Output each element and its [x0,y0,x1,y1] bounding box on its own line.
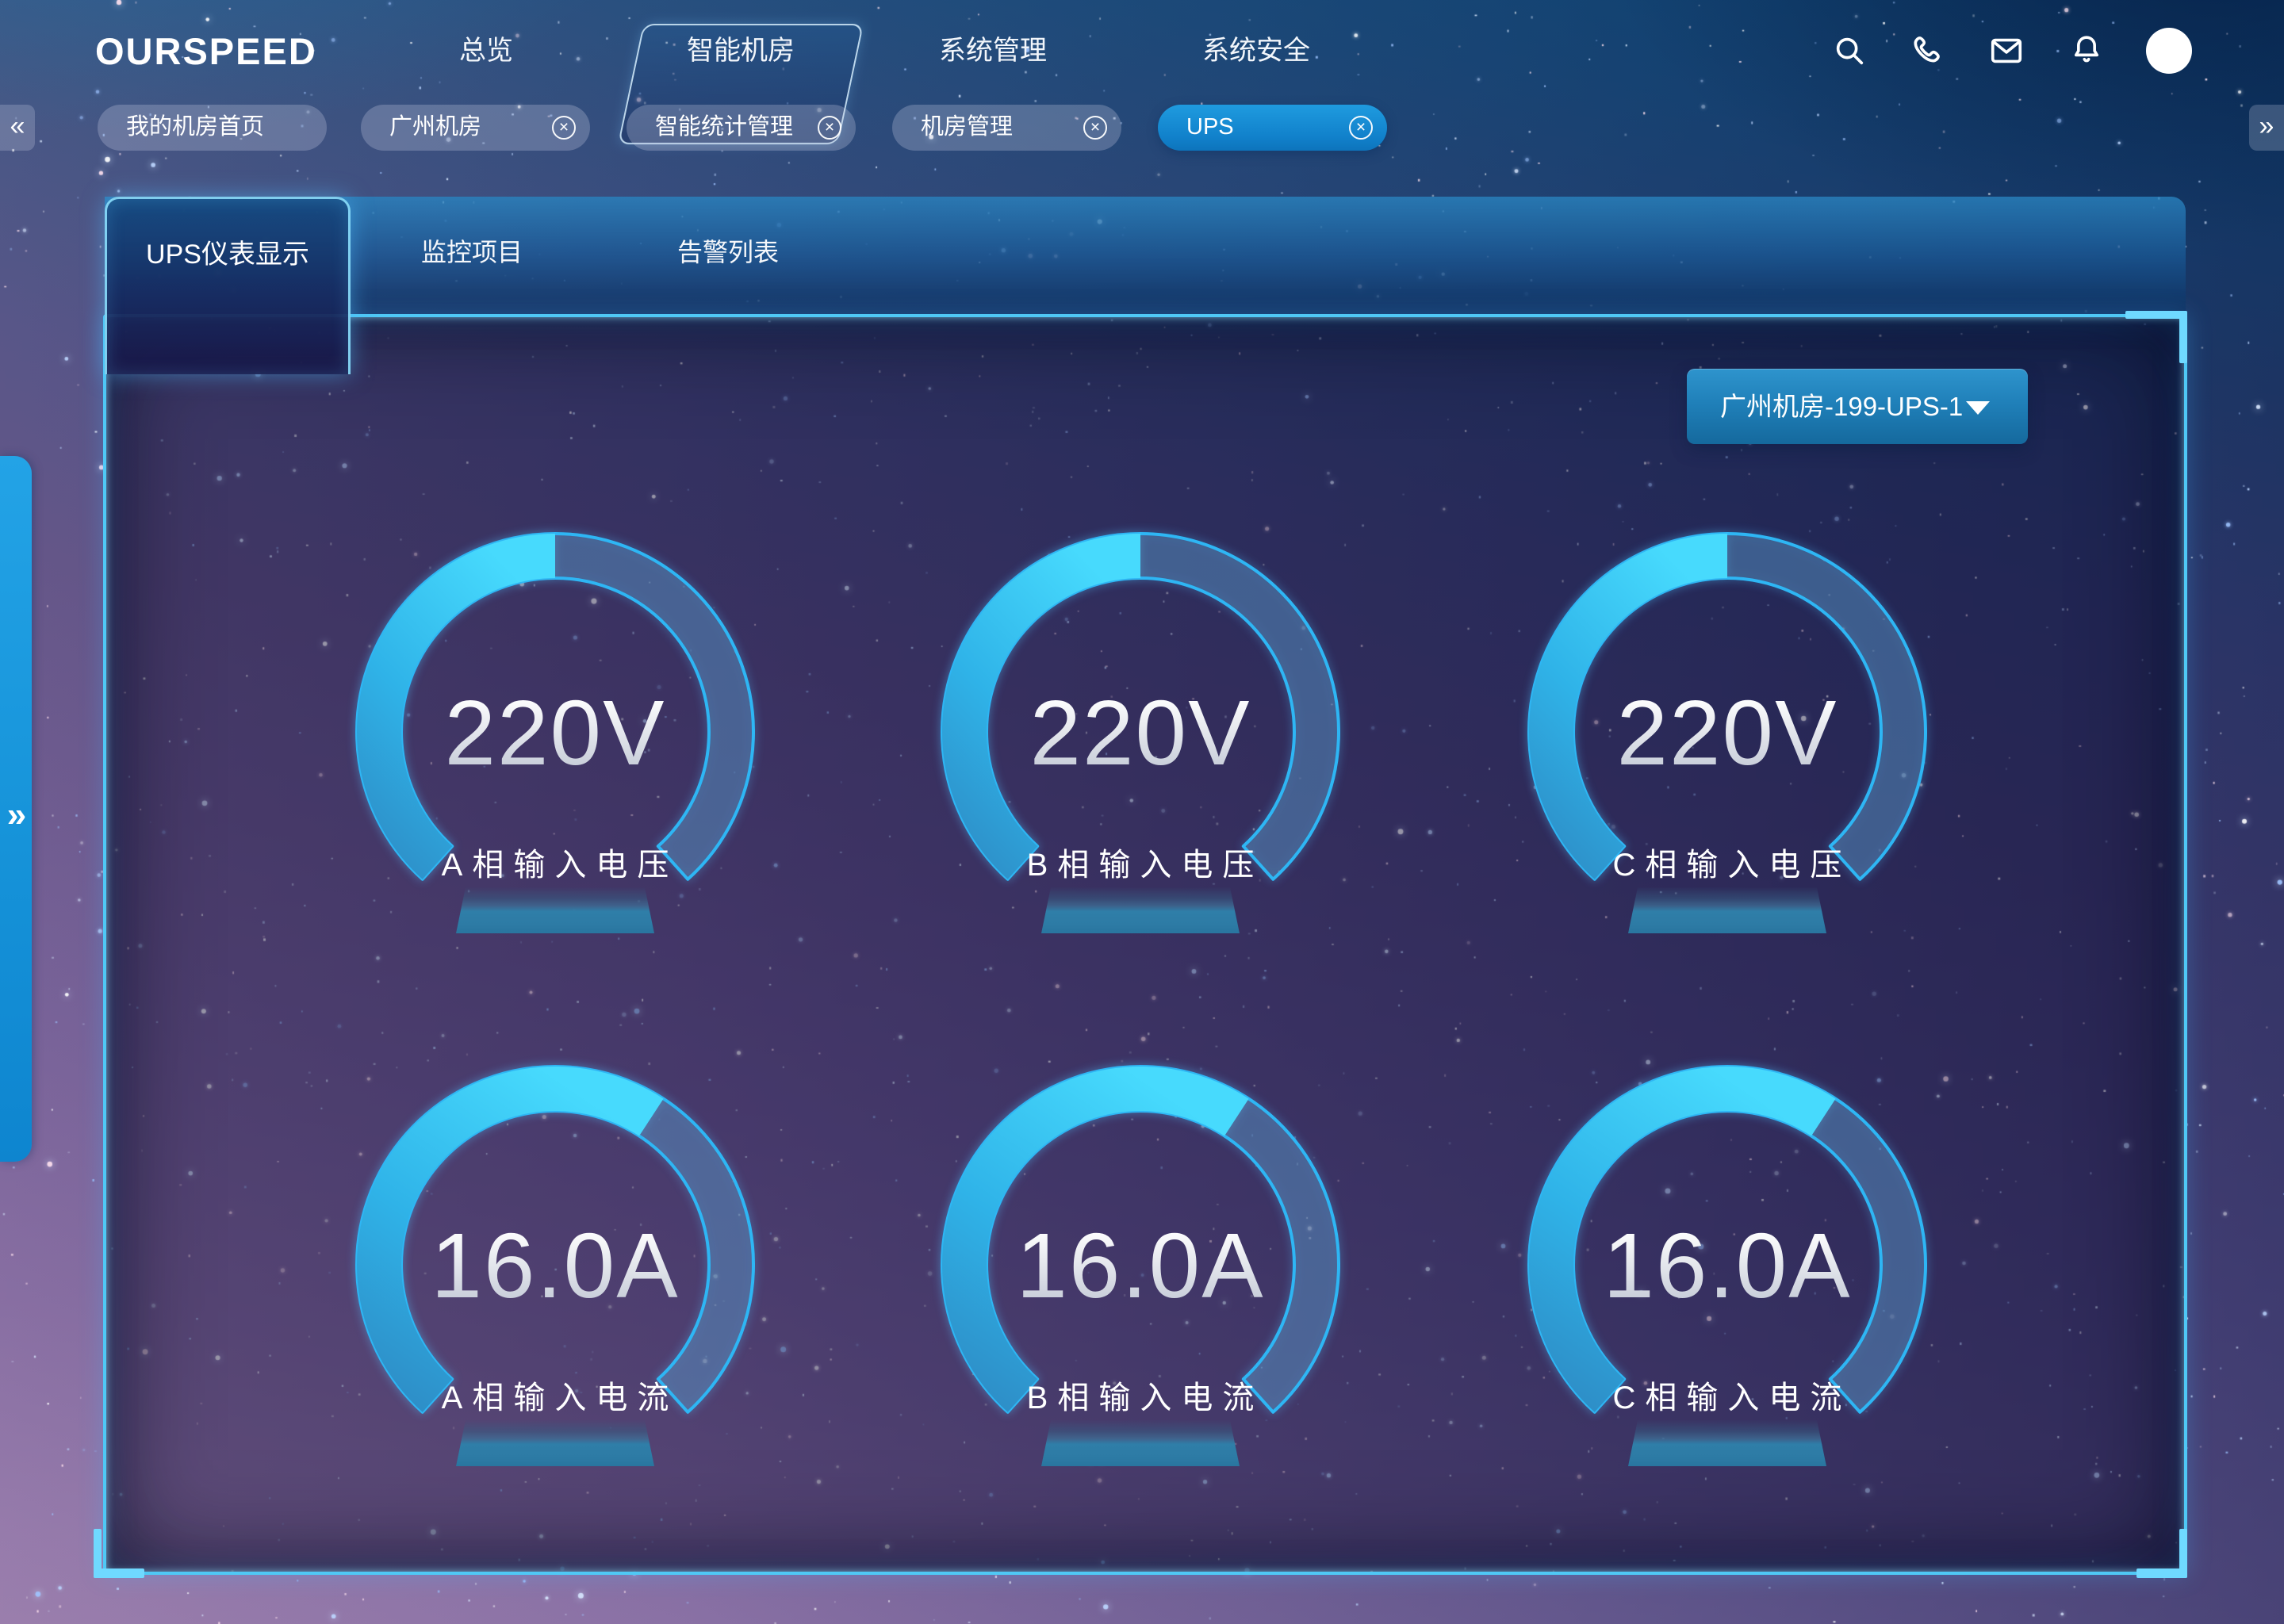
chevron-right-icon: » [6,795,27,834]
gauge-arc [941,1065,1340,1414]
nav-item-system-security[interactable]: 系统安全 [1202,36,1310,66]
panel-corner-accent [94,1568,144,1578]
close-icon[interactable]: × [1083,116,1107,140]
gauge-label: A相输入电流 [441,1381,679,1415]
panel-corner-accent [2179,1529,2187,1578]
tag-label: 广州机房 [389,114,482,140]
device-selector-value: 广州机房-199-UPS-1 [1720,392,1964,421]
gauge-arc [941,532,1340,881]
gauge-value: 220V [333,681,777,784]
tag-label: 智能统计管理 [655,114,794,140]
tab-alarm-list[interactable]: 告警列表 [676,238,780,266]
gauge-pedestal [1041,1420,1240,1466]
left-drawer-handle[interactable]: » [0,456,32,1162]
gauge-phase-a-input-current: 16.0A A相输入电流 [333,1059,777,1566]
gauge-arc [1527,1065,1927,1414]
gauge-pedestal [1628,887,1826,933]
tab-strip [105,197,2186,317]
gauge-pedestal [456,1420,654,1466]
panel-corner-accent [2179,311,2187,363]
gauge-phase-b-input-current: 16.0A B相输入电流 [918,1059,1362,1566]
gauge-value: 16.0A [918,1214,1362,1317]
gauge-arc [355,1065,755,1414]
gauge-value: 16.0A [333,1214,777,1317]
tag-label: 机房管理 [921,114,1014,140]
gauge-arc [1527,532,1927,881]
gauge-phase-c-input-current: 16.0A C相输入电流 [1505,1059,1949,1566]
gauge-value: 220V [1505,681,1949,784]
close-icon[interactable]: × [552,116,576,140]
gauge-pedestal [1041,887,1240,933]
panel-corner-accent [2136,1568,2187,1578]
gauge-phase-b-input-voltage: 220V B相输入电压 [918,526,1362,1033]
tag-guangzhou-room[interactable]: 广州机房 × [361,105,590,151]
gauge-phase-c-input-voltage: 220V C相输入电压 [1505,526,1949,1033]
close-icon[interactable]: × [818,116,841,140]
chevron-down-icon [1966,401,1990,415]
close-icon[interactable]: × [1349,116,1373,140]
gauge-pedestal [456,887,654,933]
gauge-value: 220V [918,681,1362,784]
gauge-label: A相输入电压 [441,848,679,883]
search-icon[interactable] [1831,33,1868,69]
gauge-arc [355,532,755,881]
gauge-value: 16.0A [1505,1214,1949,1317]
tag-ups-active[interactable]: UPS × [1158,105,1387,151]
gauge-pedestal [1628,1420,1826,1466]
tab-monitoring-items[interactable]: 监控项目 [420,238,523,266]
nav-item-smart-room[interactable]: 智能机房 [687,36,795,66]
tab-label: UPS仪表显示 [146,239,309,270]
tag-smart-statistics[interactable]: 智能统计管理 × [627,105,856,151]
gauge-label: B相输入电压 [1026,848,1264,883]
content-panel [103,314,2187,1575]
tag-label: 我的机房首页 [126,114,265,140]
tags-scroll-right-button[interactable]: » [2249,105,2284,151]
nav-item-overview[interactable]: 总览 [459,36,513,66]
device-selector-dropdown[interactable]: 广州机房-199-UPS-1 [1687,369,2028,444]
tab-ups-gauges-active[interactable]: UPS仪表显示 [105,197,351,374]
tags-scroll-left-button[interactable]: « [0,105,35,151]
gauge-phase-a-input-voltage: 220V A相输入电压 [333,526,777,1033]
phone-icon[interactable] [1910,33,1946,69]
gauge-label: B相输入电流 [1026,1381,1264,1415]
panel-corner-accent [94,1529,102,1578]
tag-my-room-home[interactable]: 我的机房首页 [98,105,327,151]
panel-corner-accent [2125,311,2187,319]
tag-room-management[interactable]: 机房管理 × [892,105,1121,151]
nav-item-system-management[interactable]: 系统管理 [939,36,1047,66]
user-avatar[interactable] [2146,28,2192,74]
mail-icon[interactable] [1988,33,2025,69]
tag-label: UPS [1186,114,1234,140]
bell-icon[interactable] [2068,33,2105,69]
gauge-label: C相输入电流 [1612,1381,1852,1415]
brand-logo: OURSPEED [95,30,317,72]
gauge-label: C相输入电压 [1612,848,1852,883]
